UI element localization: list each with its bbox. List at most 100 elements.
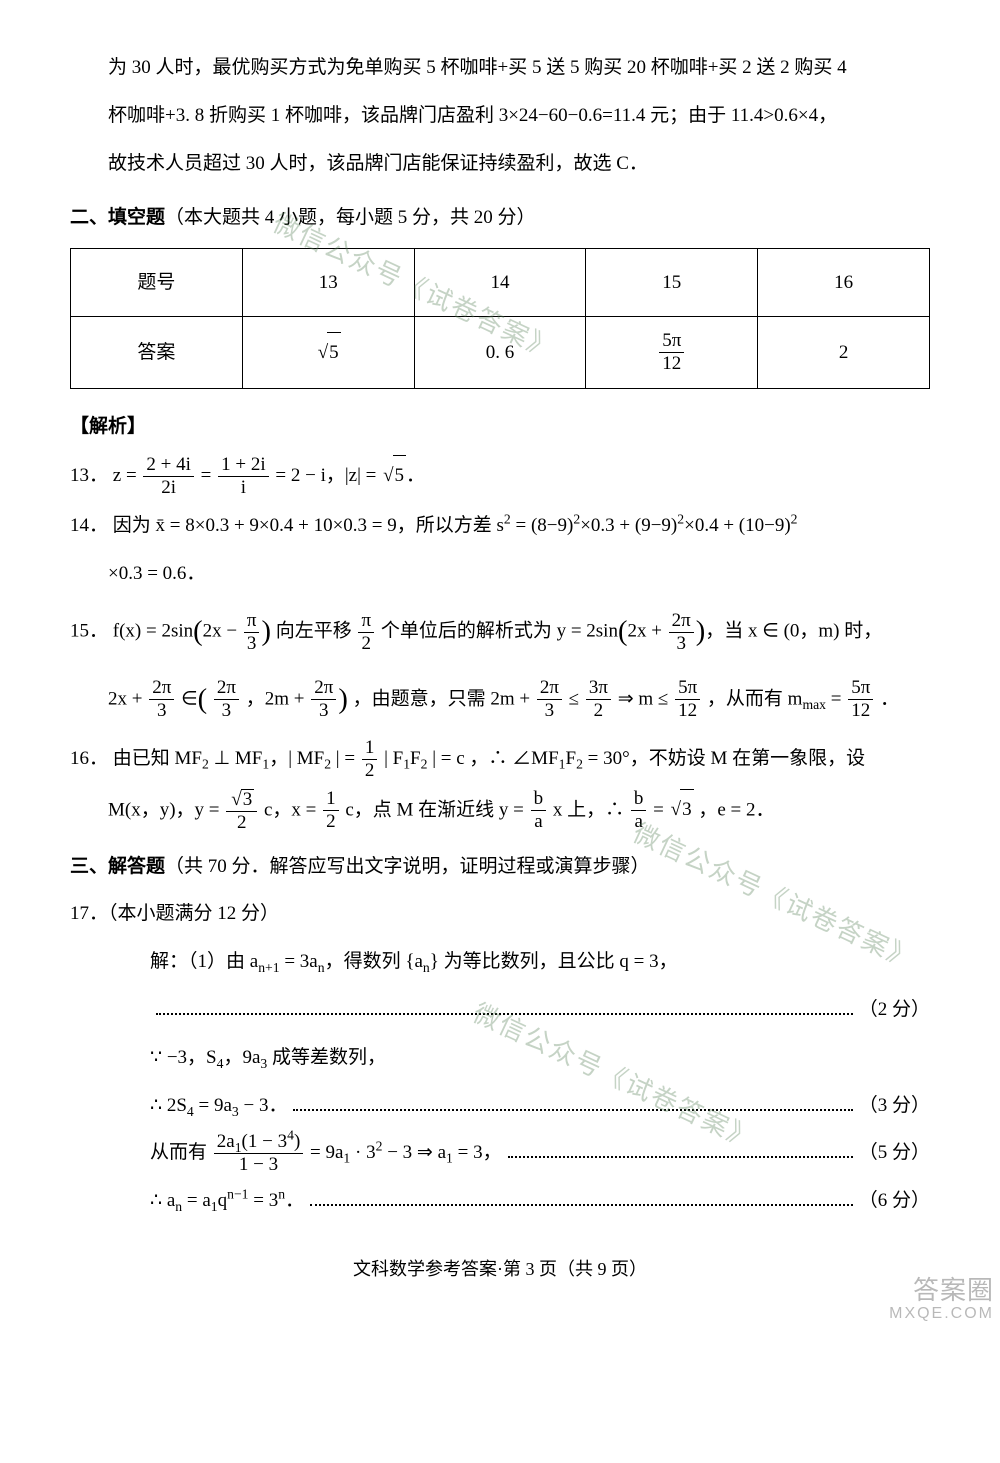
q13-f1n: 2 + 4i [143,455,194,477]
f: 1 [362,738,378,760]
q16: 16． 由已知 MF2 ⊥ MF1，| MF2 | = 12 | F1F2 | … [70,738,930,781]
section2-title: 填空题 [108,207,165,228]
ans15-num: 5π [659,331,684,353]
f: a [531,811,547,832]
t: ，得数列 {a [325,951,423,972]
q14-line2: ×0.3 = 0.6． [70,554,930,594]
t: ∵ −3，S [150,1047,217,1068]
q15-i1d: 3 [244,633,260,654]
q13-p: ． [406,465,425,486]
t: } 为等比数列，且公比 q = 3， [430,951,678,972]
q17-head: 17．（本小题满分 12 分） [70,894,930,934]
t: | = c ，∴ ∠MF [427,748,558,769]
f: 2 [586,700,611,721]
q14-b: = (8−9) [511,515,574,536]
t: x 上，∴ [553,799,624,820]
t: (1 − 3 [242,1131,288,1152]
t: = [653,799,664,820]
f: 5π [675,678,700,700]
t: = 3， [453,1142,502,1163]
q14-c: ×0.3 + (9−9) [580,515,677,536]
intro-line2: 杯咖啡+3. 8 折购买 1 杯咖啡，该品牌门店盈利 3×24−60−0.6=1… [70,96,930,136]
page-footer: 文科数学参考答案·第 3 页（共 9 页） [70,1251,930,1289]
q15: 15． f(x) = 2sin(2x − π3) 向左平移 π2 个单位后的解析… [70,602,930,662]
q17-l4: 从而有 2a1(1 − 34) 1 − 3 = 9a1 · 32 − 3 ⇒ a… [150,1132,502,1175]
t: ∴ a [150,1190,175,1211]
t: ，9a [223,1047,260,1068]
t: ，e = 2． [698,799,774,820]
q15-a: f(x) = 2sin [113,620,193,641]
t: c，点 M 在渐近线 y = [345,799,524,820]
corner-r2: MXQE.COM [889,1305,994,1323]
q15-sn: π [358,611,374,633]
t: c，x = [264,799,316,820]
section2-heading: 二、填空题（本大题共 4 小题，每小题 5 分，共 20 分） [70,198,930,238]
intro-line1: 为 30 人时，最优购买方式为免单购买 5 杯咖啡+买 5 送 5 购买 20 … [70,48,930,88]
f: 3 [537,700,562,721]
q15l2g: ，从而有 m [707,688,803,709]
corner-r1: 答案圈 [889,1276,994,1305]
ans-14: 0. 6 [414,317,586,389]
s3p: 三、 [70,856,108,877]
row-label: 答案 [71,317,243,389]
score2: （3 分） [859,1086,930,1126]
f: 12 [848,700,873,721]
t: 解：（1）由 a [150,951,258,972]
ans13-rad: 5 [327,332,341,373]
q15-line2: 2x + 2π3 ∈( 2π3 ，2m + 2π3) ，由题意，只需 2m + … [70,670,930,730]
f: 1 [323,789,339,811]
t: F [410,748,421,769]
col-14: 14 [414,248,586,317]
corner-watermark: 答案圈 MXQE.COM [889,1276,994,1322]
col-13: 13 [242,248,414,317]
t: ∴ 2S [150,1095,187,1116]
f: 2 [362,760,378,781]
q15l2i: ． [880,688,899,709]
score4: （6 分） [859,1181,930,1221]
q17-l1: 解：（1）由 an+1 = 3an，得数列 {an} 为等比数列，且公比 q =… [70,942,930,982]
f: 2π [311,678,336,700]
t: − 3． [239,1095,288,1116]
q13-f2n: 1 + 2i [218,455,269,477]
t: 由已知 MF [113,748,202,769]
q17-l2: ∵ −3，S4，9a3 成等差数列， [70,1038,930,1078]
f: 12 [675,700,700,721]
ans-15: 5π12 [586,317,758,389]
table-answer-row: 答案 5 0. 6 5π12 2 [71,317,930,389]
q13-tail: = 2 − i，|z| = [275,465,376,486]
f: 3 [311,700,336,721]
q17h: （本小题满分 12 分） [108,903,279,924]
t: = 9a [194,1095,232,1116]
q15-i2n: 2π [669,611,694,633]
f: 5π [848,678,873,700]
q13-z: z = [113,465,137,486]
q15-i2d: 3 [669,633,694,654]
q14: 14． 因为 x̄ = 8×0.3 + 9×0.4 + 10×0.3 = 9，所… [70,506,930,546]
f: a [631,811,647,832]
t: = 3 [249,1190,279,1211]
score3: （5 分） [859,1133,930,1173]
f: 3π [586,678,611,700]
t: | F [384,748,403,769]
ans-13: 5 [242,317,414,389]
r: 3 [241,789,255,810]
col-15: 15 [586,248,758,317]
f: 2 [226,812,257,833]
q15l2a: 2x + [108,688,142,709]
geo-num: 2a1(1 − 34) [214,1132,304,1154]
table-header-row: 题号 13 14 15 16 [71,248,930,317]
q13-eq1: = [201,465,212,486]
score-line-1: （2 分） [70,990,930,1030]
q15-sd: 2 [358,633,374,654]
intro-line3: 故技术人员超过 30 人时，该品牌门店能保证持续盈利，故选 C． [70,144,930,184]
q15-b: 向左平移 [276,620,352,641]
q15l2c: ，2m + [246,688,305,709]
header-label: 题号 [71,248,243,317]
section3-heading: 三、解答题（共 70 分．解答应写出文字说明，证明过程或演算步骤） [70,847,930,887]
section2-prefix: 二、 [70,207,108,228]
q13-rad: 5 [393,455,407,496]
t: ． [285,1190,304,1211]
q15l2e: ≤ [569,688,579,709]
q15l2f: ⇒ m ≤ [618,688,669,709]
q15l2d: ，由题意，只需 2m + [353,688,531,709]
